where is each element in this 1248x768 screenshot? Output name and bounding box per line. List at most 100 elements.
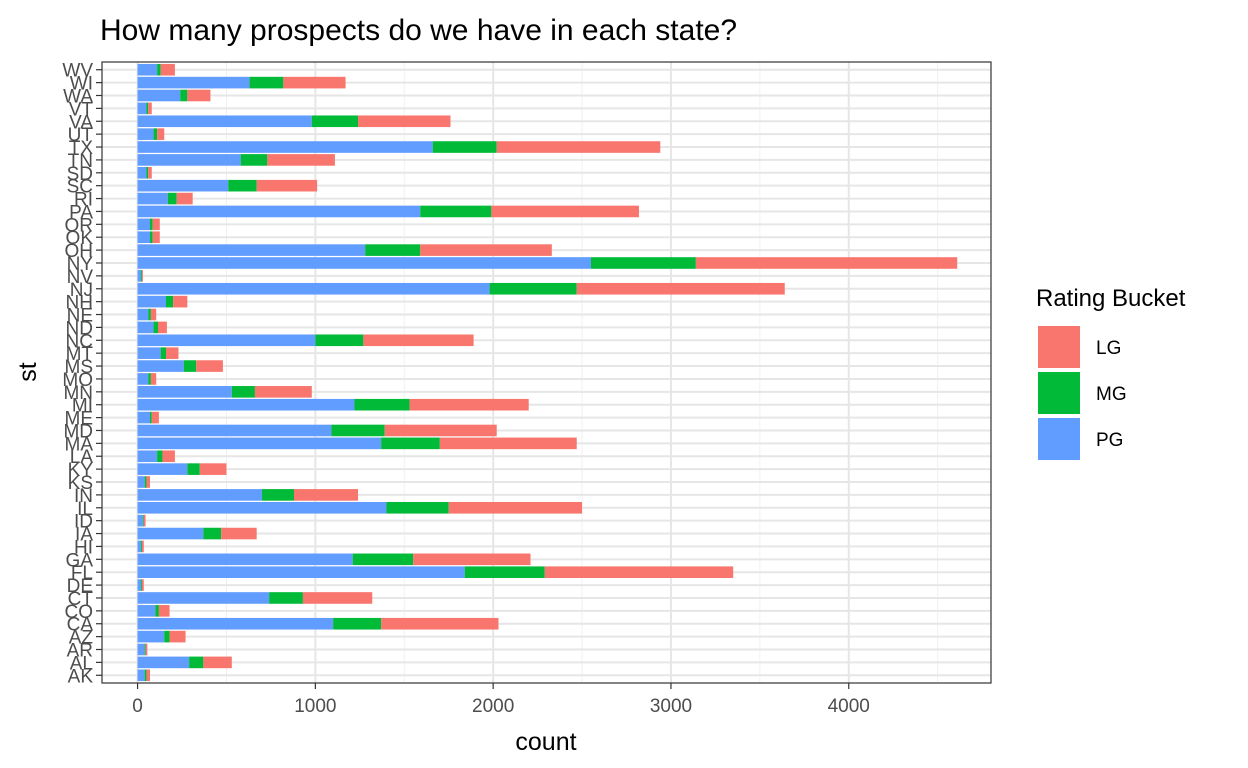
y-tick-label-ID: ID — [74, 512, 93, 533]
y-tick-label-CT: CT — [68, 589, 94, 610]
y-tick-label-AK: AK — [68, 666, 94, 687]
y-tick-label-ND: ND — [66, 318, 93, 339]
bar-IA-PG — [137, 527, 204, 540]
y-tick-label-TN: TN — [68, 151, 93, 172]
y-axis-title: st — [14, 362, 42, 382]
y-tick-label-MT: MT — [66, 344, 94, 365]
bar-ME-LG — [151, 411, 159, 424]
bar-MN-MG — [231, 386, 255, 398]
bar-IA-MG — [203, 527, 222, 540]
bar-NH-LG — [173, 295, 188, 308]
bar-KS-MG — [144, 476, 147, 488]
bar-IL-PG — [137, 501, 387, 514]
legend-label-LG: LG — [1096, 338, 1121, 359]
bars — [137, 63, 958, 682]
bar-OH-PG — [137, 244, 366, 256]
bar-NV-LG — [142, 270, 143, 282]
bar-CO-MG — [155, 605, 159, 617]
bar-LA-PG — [137, 450, 158, 463]
y-tick-label-DE: DE — [67, 576, 93, 597]
y-tick-label-FL: FL — [71, 563, 93, 584]
y-tick-label-ME: ME — [65, 409, 94, 430]
bar-ND-PG — [137, 321, 154, 334]
bar-ND-LG — [158, 321, 167, 334]
bar-ME-PG — [137, 411, 151, 424]
bar-WA-MG — [180, 89, 188, 102]
bar-MI-PG — [137, 398, 355, 411]
bar-AK-PG — [137, 669, 145, 682]
legend: Rating Bucket LG MG PG — [1036, 285, 1186, 460]
y-tick-label-NJ: NJ — [70, 280, 93, 301]
bar-MA-PG — [137, 437, 382, 450]
bar-SD-PG — [137, 167, 147, 179]
y-tick-label-MA: MA — [65, 434, 94, 455]
bar-MT-LG — [166, 347, 179, 359]
legend-label-MG: MG — [1096, 384, 1127, 405]
bar-OH-MG — [365, 244, 421, 256]
y-tick-label-LA: LA — [70, 447, 94, 468]
bar-IN-PG — [137, 489, 263, 501]
legend-swatch-PG — [1038, 418, 1080, 460]
y-tick-label-MS: MS — [65, 357, 94, 378]
bar-TN-PG — [137, 154, 241, 166]
bar-IL-MG — [386, 501, 449, 514]
bar-IA-LG — [221, 527, 257, 540]
x-tick-label: 1000 — [294, 696, 336, 717]
y-tick-label-VA: VA — [69, 112, 93, 133]
x-tick-label: 2000 — [472, 696, 514, 717]
chart-title: How many prospects do we have in each st… — [100, 14, 737, 47]
bar-NJ-PG — [137, 282, 490, 295]
bar-MS-PG — [137, 360, 184, 372]
bar-HI-PG — [137, 540, 142, 553]
bar-UT-LG — [157, 128, 165, 140]
bar-CA-PG — [137, 617, 334, 630]
bar-OR-LG — [152, 218, 160, 231]
bar-AK-MG — [144, 669, 147, 682]
y-tick-label-GA: GA — [66, 550, 94, 571]
bar-RI-LG — [176, 192, 193, 205]
bar-TX-PG — [137, 141, 433, 153]
bar-MA-LG — [439, 437, 577, 450]
y-tick-label-WI: WI — [70, 74, 93, 95]
bar-KY-PG — [137, 463, 188, 475]
legend-title: Rating Bucket — [1036, 285, 1186, 312]
y-tick-label-KY: KY — [68, 460, 94, 481]
bar-SC-MG — [228, 179, 257, 192]
y-tick-label-NH: NH — [66, 293, 93, 314]
y-tick-label-MO: MO — [62, 370, 93, 391]
bar-VT-MG — [146, 102, 149, 115]
bar-CO-LG — [158, 605, 170, 617]
bar-WA-LG — [187, 89, 211, 102]
bar-DE-LG — [142, 579, 144, 591]
bar-SC-PG — [137, 179, 229, 192]
x-tick-label: 0 — [132, 696, 143, 717]
bar-NY-LG — [695, 257, 958, 269]
bar-DE-PG — [137, 579, 142, 591]
bar-WI-LG — [283, 76, 346, 89]
bar-IN-LG — [294, 489, 359, 501]
y-tick-label-TX: TX — [69, 138, 94, 159]
y-tick-label-SD: SD — [67, 164, 93, 185]
bar-AZ-MG — [164, 630, 170, 643]
bar-NH-PG — [137, 295, 167, 308]
bar-CA-LG — [381, 617, 499, 630]
bar-PA-LG — [491, 205, 639, 218]
bar-CT-MG — [269, 592, 303, 604]
x-tick-label: 3000 — [650, 696, 692, 717]
bar-KS-LG — [146, 476, 151, 488]
y-tick-label-PA: PA — [69, 202, 93, 223]
bar-MO-LG — [150, 373, 157, 385]
plot-panel-border — [101, 61, 992, 684]
bar-AR-LG — [145, 643, 148, 656]
bar-LA-MG — [157, 450, 163, 463]
bar-KY-MG — [187, 463, 200, 475]
bar-RI-PG — [137, 192, 168, 205]
bar-DE-MG — [141, 579, 143, 591]
y-tick-label-OK: OK — [66, 228, 94, 249]
y-tick-label-IL: IL — [77, 499, 93, 520]
bar-MO-PG — [137, 373, 149, 385]
bar-ID-MG — [142, 514, 144, 527]
bar-OK-LG — [152, 231, 160, 244]
bar-TX-LG — [496, 141, 661, 153]
